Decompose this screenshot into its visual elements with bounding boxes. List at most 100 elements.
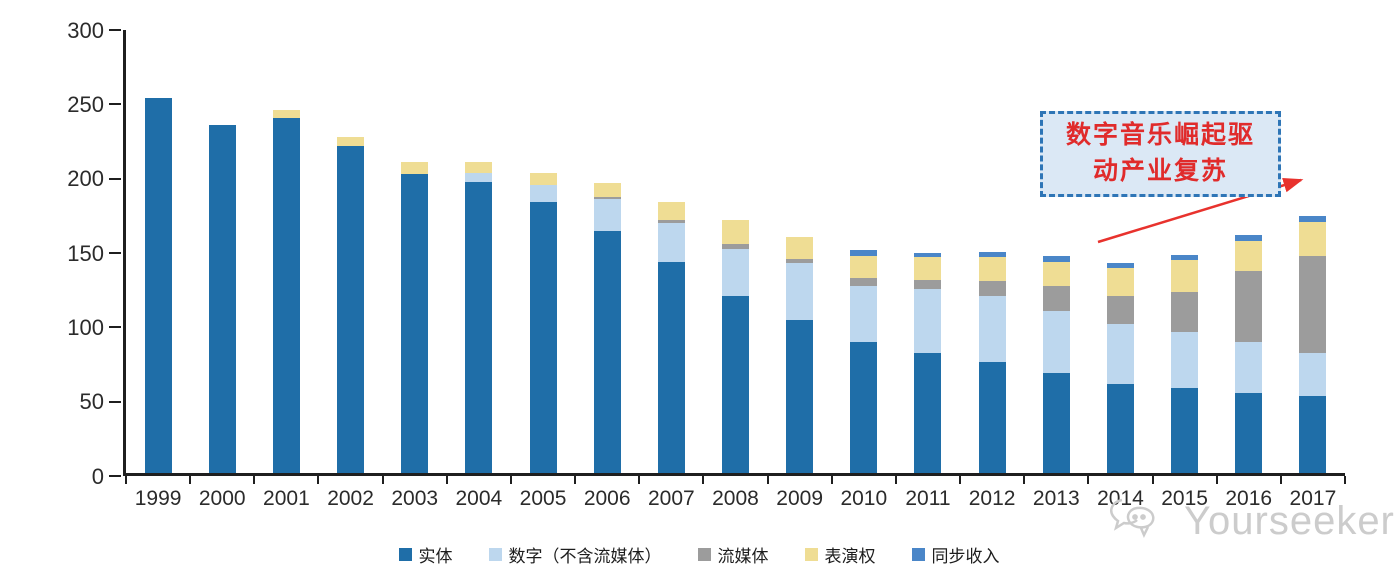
bar-segment-2014-series-4 <box>1106 263 1134 268</box>
legend-item-2: 流媒体 <box>697 542 769 567</box>
x-axis-tick <box>766 476 769 484</box>
bar-segment-2002-series-0 <box>337 145 365 473</box>
y-axis-tick <box>109 177 121 180</box>
bar-segment-2011-series-4 <box>914 253 942 258</box>
x-axis-label: 2005 <box>519 487 567 510</box>
bar-2009 <box>786 236 814 473</box>
bar-segment-2004-series-1 <box>465 172 493 182</box>
x-axis-label: 2014 <box>1097 487 1144 510</box>
category-slot-2007: 2007 <box>639 30 703 510</box>
bar-segment-2015-series-1 <box>1171 331 1199 389</box>
x-axis-label: 2009 <box>776 487 823 510</box>
bar-segment-2011-series-2 <box>914 279 942 289</box>
bar-segment-2006-series-2 <box>593 196 621 200</box>
legend-label: 数字（不含流媒体） <box>508 547 662 566</box>
category-slot-2006: 2006 <box>575 30 639 510</box>
y-axis-tick <box>109 326 121 329</box>
y-axis-label: 300 <box>67 17 104 43</box>
annotation-callout: 数字音乐崛起驱 动产业复苏 <box>1040 111 1281 197</box>
bar-segment-2012-series-0 <box>978 361 1006 473</box>
category-slot-2003: 2003 <box>383 30 447 510</box>
x-axis-tick <box>317 476 320 484</box>
legend-label: 表演权 <box>824 547 876 566</box>
x-axis-label: 2011 <box>905 487 951 510</box>
bar-segment-2010-series-4 <box>850 250 878 256</box>
category-slot-2012: 2012 <box>960 30 1024 510</box>
x-axis-tick <box>381 476 384 484</box>
bar-segment-2016-series-3 <box>1235 241 1263 271</box>
x-axis-tick <box>894 476 897 484</box>
bar-segment-2006-series-1 <box>593 199 621 231</box>
x-axis-tick <box>125 476 127 484</box>
y-axis-label: 150 <box>67 240 104 266</box>
bar-1999 <box>144 98 172 473</box>
bar-segment-2017-series-1 <box>1299 352 1327 396</box>
bar-segment-2014-series-0 <box>1106 383 1134 473</box>
bar-2001 <box>272 110 300 473</box>
bar-segment-2014-series-3 <box>1106 267 1134 297</box>
bar-2003 <box>401 162 429 473</box>
bar-segment-2013-series-2 <box>1042 285 1070 311</box>
bar-segment-2014-series-2 <box>1106 296 1134 325</box>
x-axis-label: 2006 <box>583 487 631 510</box>
bar-2006 <box>593 183 621 473</box>
bar-segment-2001-series-0 <box>272 117 300 473</box>
legend-label: 同步收入 <box>931 547 1000 566</box>
bar-2015 <box>1171 254 1199 473</box>
category-slot-2015: 2015 <box>1153 30 1217 510</box>
bar-segment-2003-series-3 <box>401 162 429 175</box>
bar-segment-2016-series-2 <box>1235 270 1263 343</box>
x-axis-tick <box>638 476 641 484</box>
bar-segment-2008-series-2 <box>721 244 749 249</box>
x-axis-label: 2013 <box>1032 487 1080 510</box>
bar-segment-2007-series-2 <box>657 220 685 224</box>
bar-segment-2017-series-0 <box>1299 395 1327 473</box>
y-axis-tick <box>109 103 121 106</box>
legend-swatch-icon <box>488 548 502 561</box>
category-slot-2001: 2001 <box>254 30 318 510</box>
y-axis-tick <box>109 475 121 477</box>
bar-segment-2010-series-2 <box>850 278 878 286</box>
y-axis-tick <box>109 252 121 254</box>
bar-segment-2012-series-4 <box>978 251 1006 258</box>
x-axis-label: 2007 <box>647 487 695 510</box>
bars-container: 1999 2000 2001 2002 2003 2004 2005 2006 2007 2008… <box>126 30 1345 510</box>
x-axis-label: 2004 <box>455 487 503 510</box>
bar-2017 <box>1299 215 1327 473</box>
category-slot-2005: 2005 <box>511 30 575 510</box>
bar-segment-2001-series-3 <box>272 110 300 118</box>
category-slot-2017: 2017 <box>1281 30 1345 510</box>
x-axis-label: 2012 <box>968 487 1016 510</box>
x-axis-label: 2002 <box>327 487 374 510</box>
bar-segment-2003-series-0 <box>401 174 429 473</box>
bar-segment-2013-series-0 <box>1042 373 1070 473</box>
legend-item-4: 同步收入 <box>911 542 1000 567</box>
y-axis-label: 200 <box>67 166 104 192</box>
legend-swatch-icon <box>804 548 818 561</box>
category-slot-2004: 2004 <box>447 30 511 510</box>
bar-segment-2017-series-2 <box>1299 255 1327 353</box>
bar-segment-2015-series-4 <box>1171 254 1199 261</box>
category-slot-2008: 2008 <box>703 30 767 510</box>
x-axis-tick <box>959 476 962 484</box>
bar-segment-2008-series-0 <box>721 296 749 473</box>
x-axis-tick <box>509 476 512 484</box>
bar-segment-2008-series-3 <box>721 220 749 245</box>
y-axis-label: 100 <box>67 314 104 340</box>
x-axis-tick <box>1151 476 1154 484</box>
category-slot-2002: 2002 <box>318 30 382 510</box>
y-axis-tick <box>109 29 121 31</box>
bar-2014 <box>1106 263 1134 473</box>
bar-segment-2007-series-0 <box>657 261 685 473</box>
bar-segment-2005-series-1 <box>529 184 557 203</box>
x-axis-tick <box>1279 476 1282 484</box>
x-axis-tick <box>189 476 192 484</box>
bar-segment-2011-series-3 <box>914 257 942 280</box>
bar-2005 <box>529 172 557 473</box>
bar-segment-2009-series-1 <box>786 263 814 320</box>
bar-segment-2005-series-3 <box>529 172 557 185</box>
category-slot-2016: 2016 <box>1217 30 1281 510</box>
bar-segment-2013-series-4 <box>1042 255 1070 262</box>
x-axis-tick <box>1023 476 1026 484</box>
x-axis-tick <box>830 476 833 484</box>
